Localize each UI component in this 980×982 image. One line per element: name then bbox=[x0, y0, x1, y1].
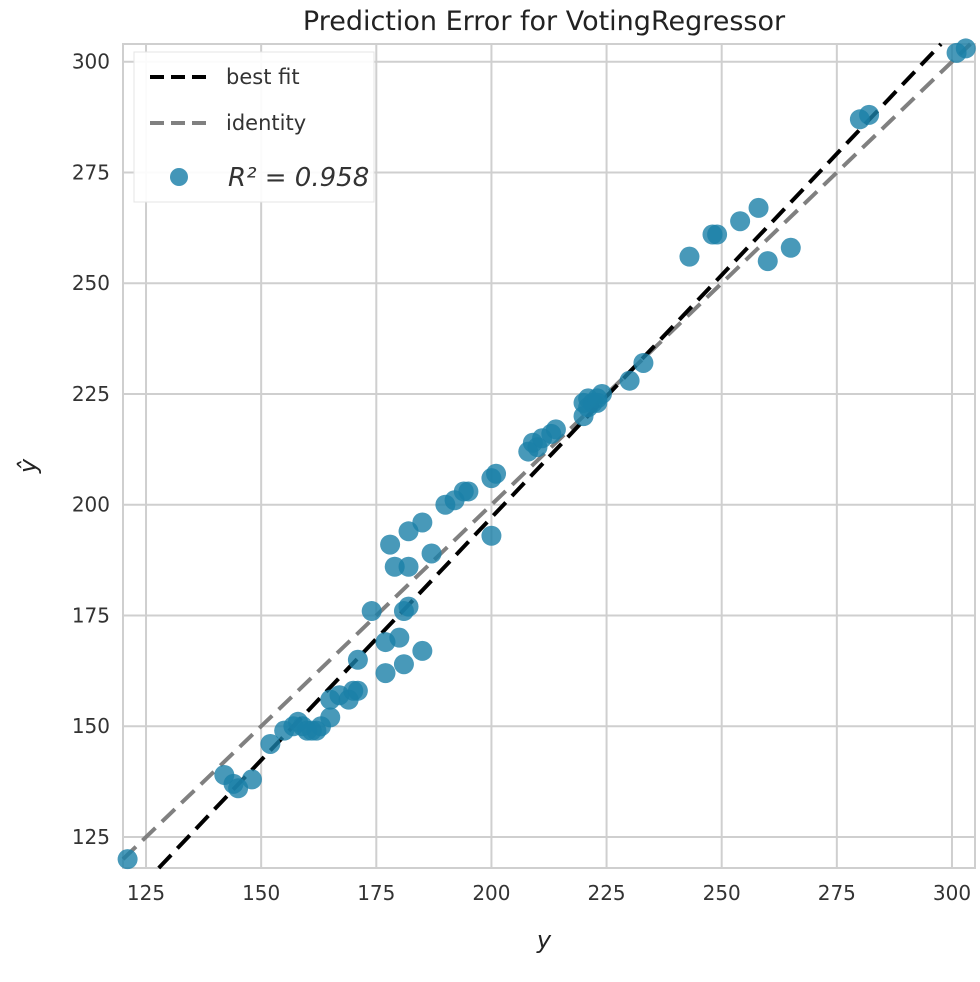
data-point bbox=[619, 370, 640, 391]
x-tick-label: 225 bbox=[587, 881, 625, 905]
data-point bbox=[393, 654, 414, 675]
data-point bbox=[421, 543, 442, 564]
y-axis-label: ŷ bbox=[14, 458, 42, 474]
data-point bbox=[375, 663, 396, 684]
y-tick-label: 125 bbox=[72, 825, 110, 849]
data-point bbox=[679, 246, 700, 267]
chart-title: Prediction Error for VotingRegressor bbox=[303, 6, 786, 37]
data-point bbox=[587, 392, 608, 413]
data-point bbox=[380, 534, 401, 555]
x-tick-label: 175 bbox=[357, 881, 395, 905]
x-tick-label: 250 bbox=[703, 881, 741, 905]
legend: best fit identity R² = 0.958 bbox=[133, 51, 375, 203]
y-tick-label: 200 bbox=[72, 493, 110, 517]
data-point bbox=[748, 197, 769, 218]
data-point bbox=[730, 211, 751, 232]
y-tick-label: 175 bbox=[72, 603, 110, 627]
y-tick-label: 150 bbox=[72, 714, 110, 738]
data-point bbox=[859, 104, 880, 125]
y-tick-label: 275 bbox=[72, 160, 110, 184]
data-point bbox=[320, 707, 341, 728]
scatter-points bbox=[117, 38, 976, 870]
data-point bbox=[486, 463, 507, 484]
x-tick-label: 275 bbox=[818, 881, 856, 905]
data-point bbox=[347, 649, 368, 670]
data-point bbox=[757, 251, 778, 272]
data-point bbox=[955, 38, 976, 59]
y-tick-label: 300 bbox=[72, 50, 110, 74]
x-tick-label: 150 bbox=[242, 881, 280, 905]
x-axis-label: y bbox=[536, 926, 552, 954]
data-point bbox=[241, 769, 262, 790]
legend-r2-label: R² = 0.958 bbox=[228, 163, 369, 193]
x-tick-label: 300 bbox=[933, 881, 971, 905]
data-point bbox=[412, 640, 433, 661]
y-tick-labels: 125 150 175 200 225 250 275 300 bbox=[72, 50, 110, 849]
data-point bbox=[260, 733, 281, 754]
data-point bbox=[412, 512, 433, 533]
data-point bbox=[545, 419, 566, 440]
data-point bbox=[361, 601, 382, 622]
x-tick-label: 200 bbox=[472, 881, 510, 905]
y-tick-label: 225 bbox=[72, 382, 110, 406]
data-point bbox=[389, 627, 410, 648]
grid-lines bbox=[123, 44, 975, 868]
x-tick-label: 125 bbox=[127, 881, 165, 905]
identity-line bbox=[121, 42, 972, 861]
data-point bbox=[707, 224, 728, 245]
data-point bbox=[481, 525, 502, 546]
legend-best-fit-label: best fit bbox=[226, 65, 300, 89]
data-point bbox=[780, 237, 801, 258]
x-tick-labels: 125 150 175 200 225 250 275 300 bbox=[127, 881, 971, 905]
data-point bbox=[398, 556, 419, 577]
data-point bbox=[633, 352, 654, 373]
data-point bbox=[384, 556, 405, 577]
legend-point-swatch bbox=[170, 168, 188, 186]
legend-identity-label: identity bbox=[226, 111, 306, 135]
data-point bbox=[398, 596, 419, 617]
data-point bbox=[458, 481, 479, 502]
y-tick-label: 250 bbox=[72, 271, 110, 295]
data-point bbox=[347, 680, 368, 701]
data-point bbox=[117, 849, 138, 870]
plot-area-frame bbox=[122, 43, 976, 869]
